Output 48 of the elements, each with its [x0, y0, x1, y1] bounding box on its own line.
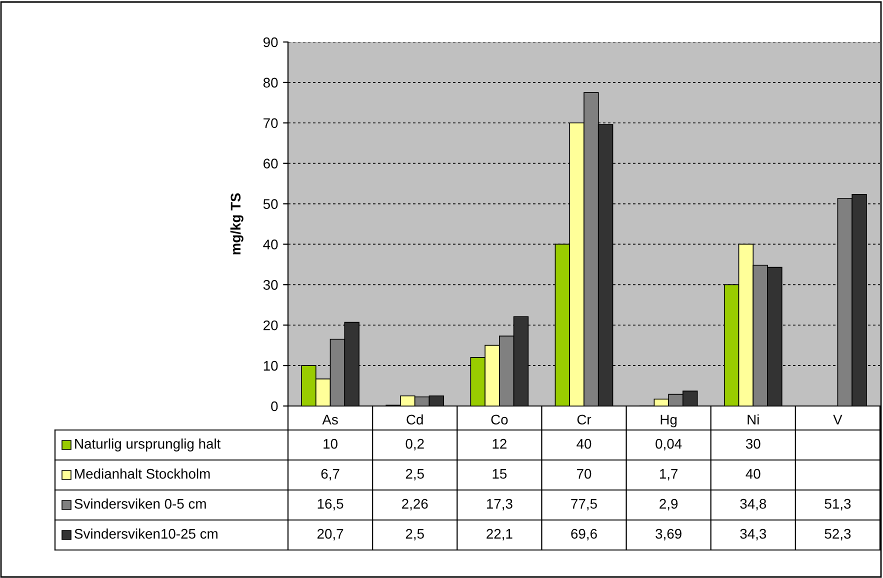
y-tick-label: 60 — [264, 158, 278, 169]
data-label: 16,5 — [318, 498, 344, 510]
legend-label: Svindersviken 0-5 cm — [74, 498, 206, 509]
data-label: 12 — [492, 438, 506, 449]
data-label: 34,8 — [740, 498, 766, 510]
data-label: 30 — [746, 438, 760, 449]
data-label: 2,5 — [406, 528, 424, 540]
data-label: 10 — [324, 438, 338, 449]
data-label: 40 — [576, 438, 592, 449]
data-label: 51,3 — [824, 498, 851, 510]
data-label: 22,1 — [486, 528, 512, 540]
legend-label: Medianhalt Stockholm — [75, 468, 210, 479]
data-label: 77,5 — [571, 499, 597, 510]
data-label: 17,3 — [486, 498, 512, 510]
x-tick-label: Hg — [660, 414, 677, 428]
x-tick-label: Ni — [748, 414, 759, 424]
data-label: 70 — [576, 468, 592, 479]
y-tick-label: 30 — [263, 280, 278, 290]
x-tick-label: V — [833, 414, 842, 424]
y-tick-label: 10 — [264, 360, 278, 371]
legend-label: Naturlig ursprunglig halt — [75, 438, 221, 452]
y-tick-label: 40 — [263, 240, 278, 250]
data-label: 40 — [746, 468, 760, 479]
y-tick-label: 50 — [263, 199, 278, 209]
data-label: 34,3 — [740, 528, 766, 540]
x-tick-label: Cr — [577, 414, 592, 425]
data-label: 52,3 — [824, 528, 851, 540]
y-tick-label: 90 — [263, 37, 278, 48]
y-tick-label: 80 — [263, 78, 278, 88]
data-label: 3,69 — [656, 528, 682, 540]
y-tick-label: 20 — [264, 320, 278, 330]
data-label: 6,7 — [321, 468, 340, 480]
data-label: 1,7 — [660, 469, 678, 480]
data-label: 0,04 — [656, 438, 682, 450]
data-label: 69,6 — [571, 528, 597, 540]
x-tick-label: As — [322, 414, 338, 425]
y-tick-label: 0 — [271, 401, 278, 412]
y-tick-label: 70 — [264, 118, 278, 128]
legend-label: Svindersviken10-25 cm — [74, 528, 218, 539]
data-label: 2,26 — [402, 498, 428, 510]
data-label: 0,2 — [406, 438, 424, 450]
data-label: 15 — [492, 469, 507, 479]
x-tick-label: Cd — [406, 414, 423, 425]
data-label: 20,7 — [317, 528, 344, 540]
y-axis-title: mg/kg TS — [230, 193, 244, 254]
data-label: 2,9 — [660, 498, 678, 510]
x-tick-label: Co — [491, 414, 508, 425]
data-label: 2,5 — [406, 468, 424, 480]
